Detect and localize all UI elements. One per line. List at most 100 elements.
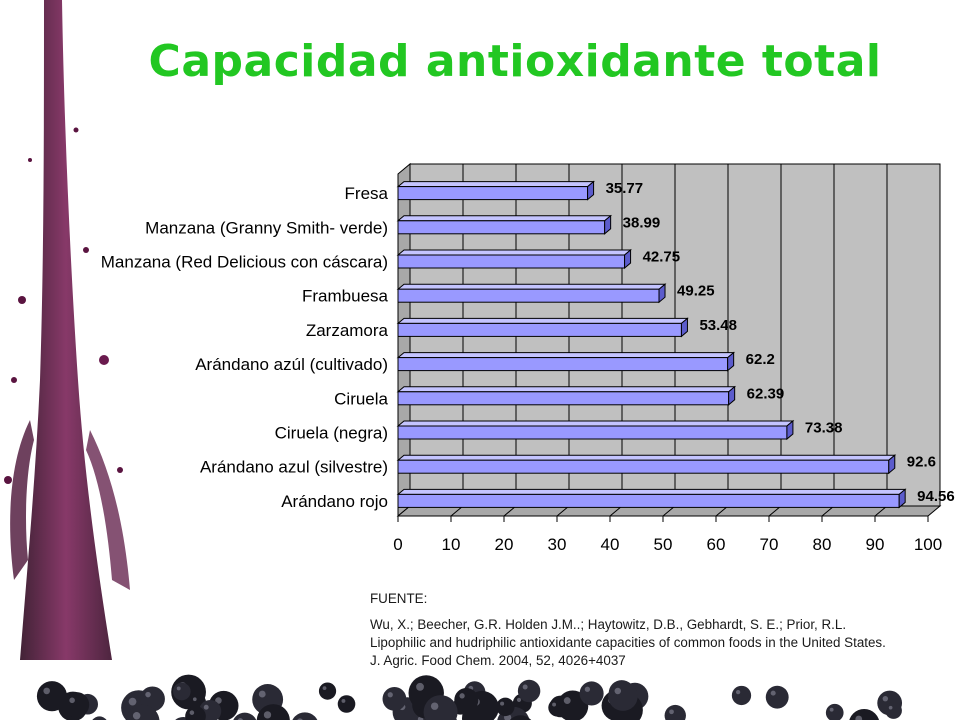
category-label: Arándano rojo: [281, 492, 388, 511]
bar-end: [888, 454, 896, 475]
bar-end: [604, 214, 612, 235]
category-label: Manzana (Granny Smith- verde): [145, 218, 388, 237]
value-labels: 35.77 38.99 42.75 49.25 53.48 62.2 62.39 73.38 9…: [606, 180, 955, 505]
category-label: Ciruela (negra): [275, 424, 388, 443]
bar-end: [624, 248, 632, 270]
berry-highlight: [829, 707, 834, 712]
bar-end: [587, 180, 595, 201]
bar-top: [396, 454, 897, 461]
chart-bars: [396, 180, 907, 509]
category-labels: Fresa Manzana (Granny Smith- verde) Manzan…: [101, 184, 389, 511]
x-tick-label: 90: [866, 535, 885, 554]
bar: [397, 493, 900, 508]
berry-highlight: [132, 712, 141, 720]
x-tick-label: 80: [813, 535, 832, 554]
bar: [397, 391, 730, 406]
berry: [92, 716, 107, 720]
berry-highlight: [459, 693, 465, 699]
x-tick-label: 100: [914, 535, 942, 554]
bar: [397, 459, 890, 474]
berry-highlight: [563, 697, 571, 705]
bar-top: [396, 317, 689, 324]
value-label: 73.38: [805, 420, 843, 437]
berry-highlight: [584, 686, 591, 692]
bar-top: [396, 420, 795, 427]
x-tick-label: 30: [548, 535, 567, 554]
bar: [397, 254, 626, 269]
bar: [397, 322, 682, 337]
berry-highlight: [43, 687, 51, 695]
bar: [397, 186, 589, 201]
berry-highlight: [552, 702, 557, 707]
berry-highlight: [387, 692, 393, 698]
bar-top: [396, 488, 907, 495]
bar-top: [396, 215, 613, 222]
berry-highlight: [500, 701, 505, 706]
bar-end: [727, 351, 735, 372]
berry-highlight: [888, 705, 893, 710]
value-label: 62.2: [746, 351, 775, 368]
bar-top: [396, 249, 632, 256]
bar: [397, 425, 788, 440]
category-label: Ciruela: [334, 389, 388, 408]
berry-highlight: [855, 715, 863, 720]
berry: [509, 715, 532, 720]
berry-highlight: [128, 697, 137, 706]
source-heading: FUENTE:: [370, 591, 428, 606]
category-label: Arándano azúl (cultivado): [195, 355, 388, 374]
source-citation: FUENTE: Wu, X.; Beecher, G.R. Holden J.M…: [370, 590, 890, 670]
value-label: 94.56: [917, 488, 955, 505]
berry: [664, 704, 686, 720]
berry-highlight: [69, 697, 75, 704]
bar-top: [396, 283, 667, 290]
value-label: 62.39: [747, 385, 785, 402]
berry-highlight: [669, 709, 674, 715]
value-label: 53.48: [699, 317, 737, 334]
berry-highlight: [416, 682, 424, 691]
berry-highlight: [145, 691, 151, 698]
bar-top: [396, 386, 737, 393]
berry-highlight: [192, 697, 197, 702]
value-label: 38.99: [623, 214, 661, 231]
x-tick-label: 50: [654, 535, 673, 554]
category-label: Frambuesa: [302, 287, 389, 306]
berry: [185, 705, 206, 720]
category-label: Arándano azul (silvestre): [200, 458, 388, 477]
bar-end: [898, 488, 906, 509]
bar-end: [728, 385, 736, 406]
berry-highlight: [430, 702, 439, 710]
category-label: Fresa: [345, 184, 389, 203]
x-tick-label: 70: [760, 535, 779, 554]
slide-title: Capacidad antioxidante total: [148, 36, 882, 87]
value-label: 49.25: [677, 283, 715, 300]
x-tick-label: 0: [393, 535, 402, 554]
category-label: Zarzamora: [306, 321, 389, 340]
bar-end: [658, 283, 666, 304]
berry-highlight: [770, 690, 776, 696]
value-label: 42.75: [643, 249, 681, 266]
berry: [825, 703, 844, 720]
berry-highlight: [258, 690, 266, 698]
berry: [233, 712, 257, 720]
x-tick-label: 40: [601, 535, 620, 554]
bar: [397, 357, 729, 372]
bar-top: [396, 352, 736, 359]
berry: [423, 695, 458, 720]
bar: [397, 220, 606, 235]
category-label: Manzana (Red Delicious con cáscara): [101, 253, 388, 272]
source-text: Wu, X.; Beecher, G.R. Holden J.M..; Hayt…: [370, 617, 886, 668]
berry-highlight: [614, 687, 622, 695]
berry-highlight: [522, 684, 528, 690]
juice-splash-decoration: [4, 0, 130, 660]
berry-highlight: [263, 711, 272, 719]
x-axis-ticks: 0 10 20 30 40 50 60 70 80 90 100: [393, 515, 942, 554]
x-tick-label: 60: [707, 535, 726, 554]
berry-highlight: [882, 695, 889, 702]
x-tick-label: 10: [442, 535, 461, 554]
bar: [397, 288, 660, 303]
value-label: 35.77: [606, 180, 644, 197]
berry-highlight: [516, 697, 522, 702]
bar-end: [786, 419, 794, 441]
berry-highlight: [203, 704, 209, 710]
